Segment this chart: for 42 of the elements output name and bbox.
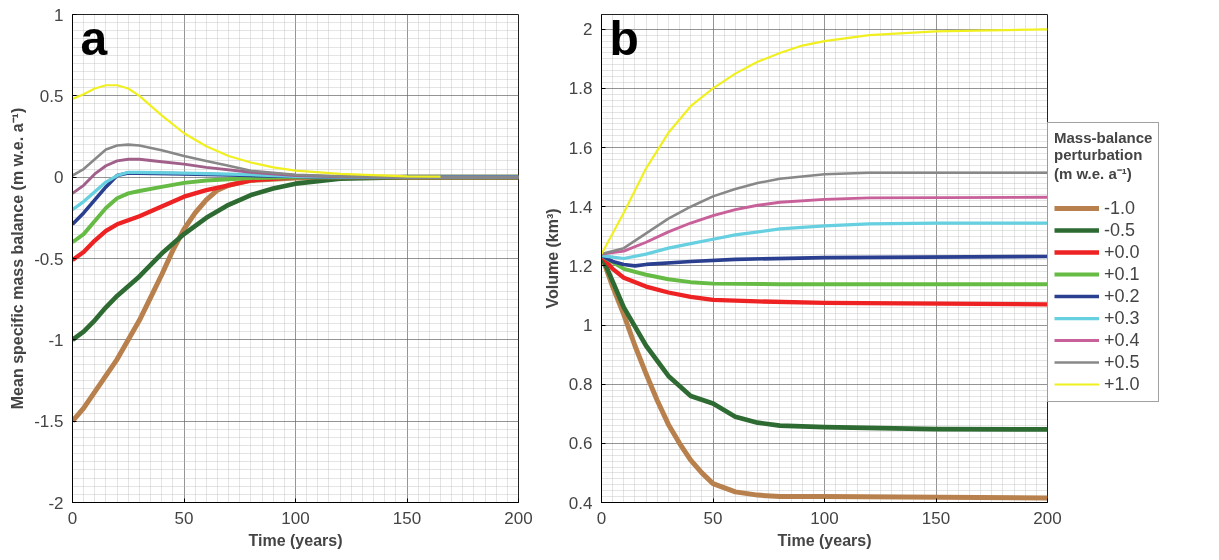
chart-title: b [609,11,639,65]
y-tick-label: 2 [583,20,593,40]
chart-title: a [80,11,108,65]
y-tick-label: -1 [48,330,64,350]
legend-title: Mass-balance perturbation (m w.e. a⁻¹) [1054,129,1153,183]
y-tick-label: 0 [54,168,64,188]
x-tick-label: 200 [1033,508,1062,528]
x-tick-label: 100 [281,508,310,528]
x-tick-label: 50 [174,508,194,528]
y-tick-label: 1.4 [568,197,593,217]
y-tick-label: 1 [54,5,64,25]
x-axis-title: Time (years) [777,531,872,549]
x-tick-label: 150 [392,508,422,528]
legend-label: -1.0 [1104,197,1136,219]
legend-label: +0.5 [1104,351,1140,373]
y-tick-label: 0.8 [568,375,593,395]
y-tick-label: 1.2 [568,256,593,276]
y-axis-title: Volume (km³) [543,208,561,309]
y-tick-label: -1.5 [34,412,64,432]
y-axis-title: Mean specific mass balance (m w.e. a⁻¹) [9,107,27,410]
x-tick-label: 0 [67,508,78,528]
x-tick-label: 100 [810,508,839,528]
y-tick-label: -2 [48,493,64,513]
y-tick-label: 0.5 [39,86,64,106]
y-tick-label: 0.4 [568,493,593,513]
y-tick-label: 1 [583,316,593,336]
legend-label: +0.0 [1104,241,1140,263]
y-tick-label: 1.8 [568,79,593,99]
y-tick-label: 0.6 [568,434,593,454]
x-tick-label: 200 [504,508,533,528]
x-tick-label: 150 [921,508,951,528]
x-axis-title: Time (years) [248,531,343,549]
legend-label: +0.1 [1104,263,1140,285]
legend-label: +0.3 [1104,307,1140,329]
legend-label: -0.5 [1104,219,1136,241]
legend-label: +1.0 [1104,373,1140,395]
legend-label: +0.4 [1104,329,1140,351]
y-tick-label: 1.6 [568,138,593,158]
x-tick-label: 50 [703,508,723,528]
x-tick-label: 0 [596,508,607,528]
y-tick-label: -0.5 [34,249,64,269]
legend-label: +0.2 [1104,285,1140,307]
